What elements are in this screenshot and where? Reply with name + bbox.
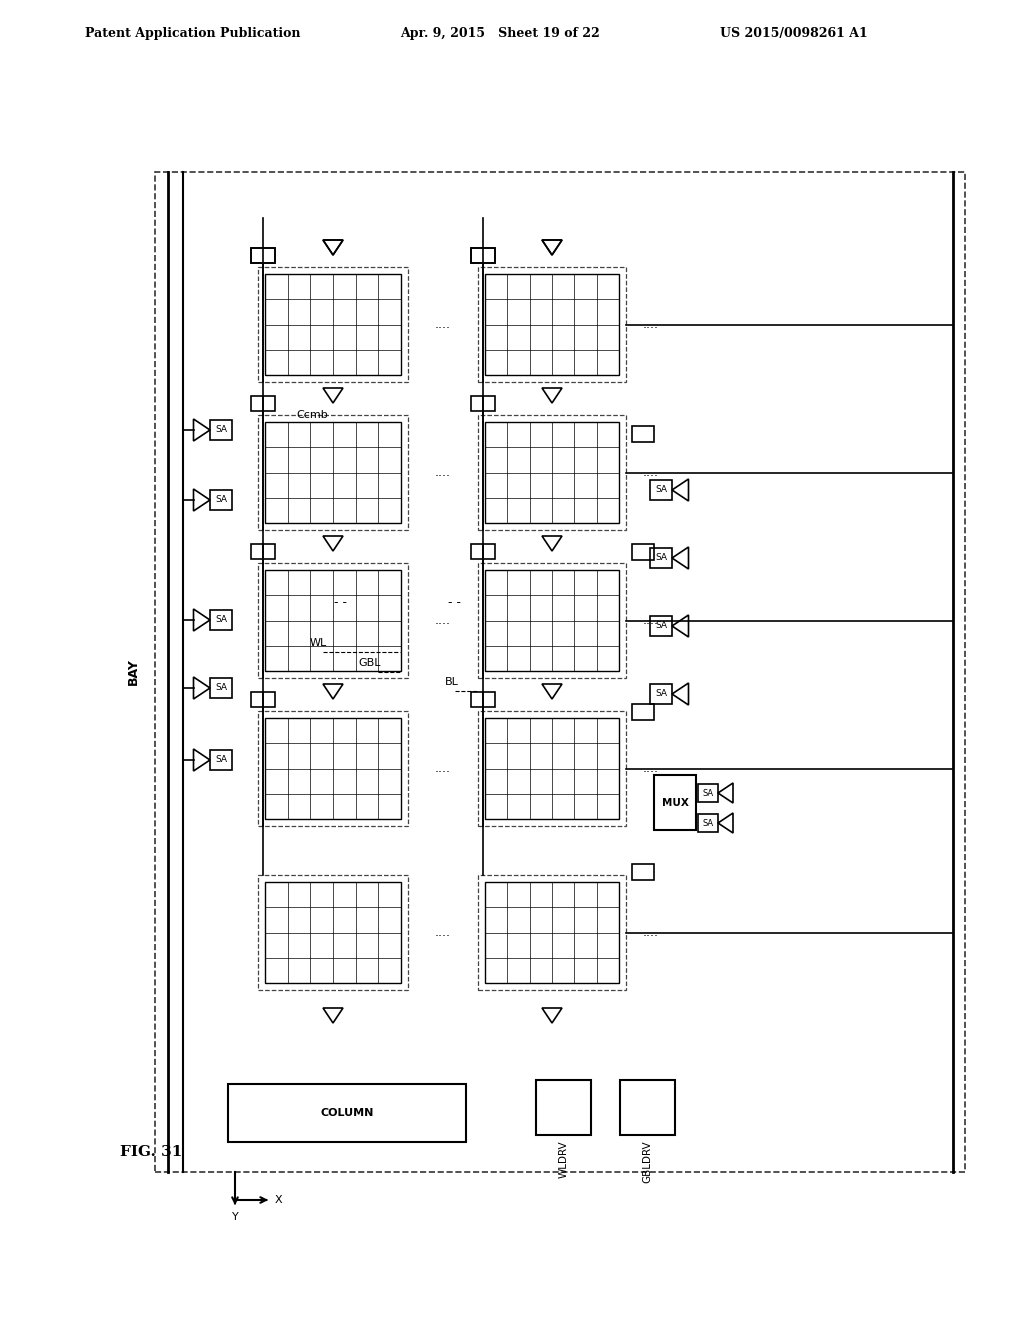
- Text: ....: ....: [435, 466, 451, 479]
- Text: SA: SA: [215, 755, 227, 764]
- Bar: [265, 275, 401, 375]
- Text: SA: SA: [215, 615, 227, 624]
- Text: WLDRV: WLDRV: [558, 1140, 568, 1177]
- Bar: [698, 784, 718, 803]
- Bar: [478, 564, 626, 678]
- Bar: [478, 267, 626, 381]
- Bar: [265, 882, 401, 983]
- Text: SA: SA: [655, 486, 667, 495]
- Text: ....: ....: [643, 318, 659, 331]
- Bar: [471, 692, 495, 708]
- Text: X: X: [275, 1195, 283, 1205]
- Text: Y: Y: [231, 1212, 239, 1222]
- Bar: [650, 616, 672, 636]
- Text: SA: SA: [702, 788, 714, 797]
- Text: Apr. 9, 2015   Sheet 19 of 22: Apr. 9, 2015 Sheet 19 of 22: [400, 26, 600, 40]
- Bar: [650, 684, 672, 704]
- Bar: [478, 414, 626, 531]
- Bar: [620, 1080, 675, 1135]
- Bar: [265, 422, 401, 523]
- Text: ....: ....: [435, 762, 451, 775]
- Bar: [471, 544, 495, 558]
- Bar: [251, 396, 275, 411]
- Text: SA: SA: [655, 689, 667, 698]
- Bar: [471, 248, 495, 263]
- Bar: [632, 865, 654, 880]
- Text: SA: SA: [655, 553, 667, 562]
- Bar: [632, 544, 654, 560]
- Text: SA: SA: [655, 622, 667, 631]
- Bar: [251, 248, 275, 263]
- Text: SA: SA: [215, 684, 227, 693]
- Text: - -: - -: [334, 595, 346, 609]
- Text: Patent Application Publication: Patent Application Publication: [85, 26, 300, 40]
- Bar: [210, 750, 232, 770]
- Text: - -: - -: [449, 595, 462, 609]
- Bar: [251, 692, 275, 708]
- Bar: [485, 882, 618, 983]
- Text: Ccmb: Ccmb: [296, 411, 328, 420]
- Bar: [210, 610, 232, 630]
- Bar: [265, 718, 401, 818]
- Bar: [265, 570, 401, 671]
- Bar: [258, 711, 408, 826]
- Text: SA: SA: [215, 495, 227, 504]
- Text: ....: ....: [643, 614, 659, 627]
- Text: GBLDRV: GBLDRV: [642, 1140, 652, 1183]
- Text: COLUMN: COLUMN: [321, 1107, 374, 1118]
- Bar: [210, 678, 232, 698]
- Bar: [258, 875, 408, 990]
- Text: ....: ....: [643, 466, 659, 479]
- Text: ....: ....: [643, 762, 659, 775]
- Text: BL: BL: [445, 677, 459, 686]
- Bar: [155, 172, 965, 1172]
- Bar: [485, 718, 618, 818]
- Text: SA: SA: [702, 818, 714, 828]
- Text: MUX: MUX: [662, 797, 688, 808]
- Text: BAY: BAY: [127, 659, 139, 685]
- Bar: [632, 426, 654, 442]
- Bar: [251, 248, 275, 263]
- Text: FIG. 31: FIG. 31: [120, 1144, 182, 1159]
- Bar: [654, 775, 696, 830]
- Bar: [698, 814, 718, 832]
- Bar: [258, 267, 408, 381]
- Bar: [478, 875, 626, 990]
- Bar: [632, 704, 654, 719]
- Bar: [650, 548, 672, 568]
- Text: ....: ....: [435, 927, 451, 939]
- Bar: [536, 1080, 591, 1135]
- Text: SA: SA: [215, 425, 227, 434]
- Bar: [471, 248, 495, 263]
- Text: ....: ....: [643, 927, 659, 939]
- Bar: [650, 480, 672, 500]
- Bar: [228, 1084, 466, 1142]
- Bar: [251, 544, 275, 558]
- Bar: [471, 396, 495, 411]
- Bar: [478, 711, 626, 826]
- Text: WL: WL: [310, 638, 328, 648]
- Text: ....: ....: [435, 318, 451, 331]
- Bar: [485, 570, 618, 671]
- Text: ....: ....: [435, 614, 451, 627]
- Bar: [210, 490, 232, 510]
- Text: US 2015/0098261 A1: US 2015/0098261 A1: [720, 26, 867, 40]
- Bar: [210, 420, 232, 440]
- Bar: [258, 414, 408, 531]
- Bar: [485, 275, 618, 375]
- Bar: [485, 422, 618, 523]
- Text: GBL: GBL: [358, 657, 381, 668]
- Bar: [258, 564, 408, 678]
